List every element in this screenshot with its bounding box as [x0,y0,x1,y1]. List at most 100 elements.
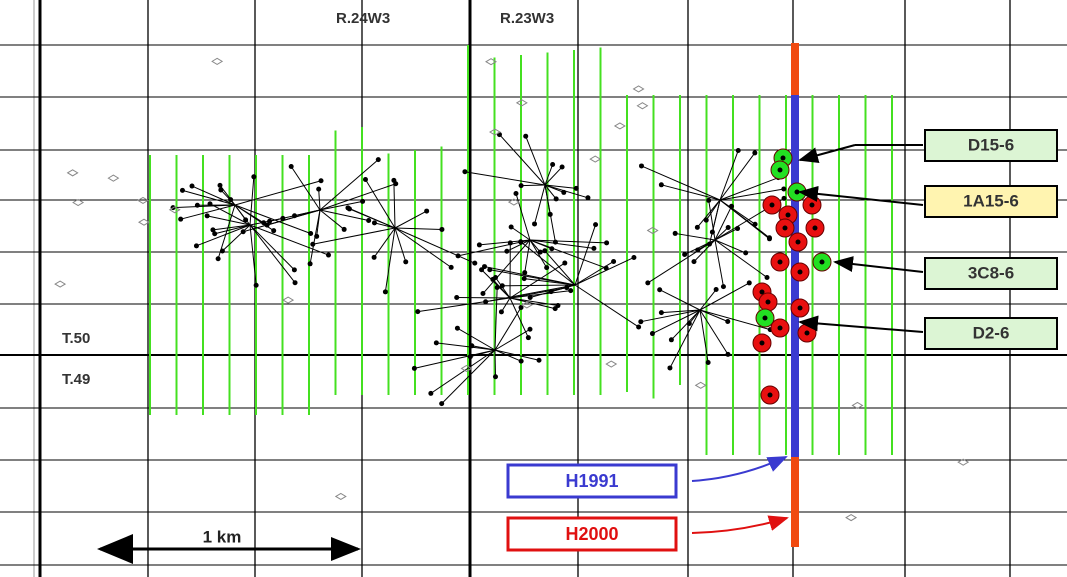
well-bottom [564,285,570,291]
well-path [534,184,546,225]
well-symbol [489,128,501,136]
well-center [762,315,768,321]
well-bottom [366,218,372,224]
well-symbol [334,492,347,501]
well-path [249,224,257,286]
well-path [675,232,716,241]
well-center [804,330,810,336]
well-path [509,297,559,307]
well-bottom [523,133,529,139]
well-path [696,199,721,228]
well-bottom [691,259,697,265]
well-path [495,277,511,299]
well-path [719,152,756,201]
well-symbol [66,169,79,177]
well-path [574,224,597,286]
well-bottom [672,230,678,236]
well-bottom [527,326,533,332]
well-path [457,327,496,351]
well-path [671,309,701,341]
well-bottom [454,294,460,300]
well-path [529,239,548,268]
well-path [714,239,768,278]
well-bottom [542,248,548,254]
well-path [647,239,716,284]
well-bottom [645,280,651,286]
well-path [464,171,546,186]
well-bottom [536,357,542,363]
well-path [290,166,321,211]
well-bottom [735,147,741,153]
well-bottom [743,250,749,256]
well-path [319,183,396,211]
well-path [719,188,784,201]
well-path [457,239,531,257]
scale-label: 1 km [203,527,242,546]
well-path [494,307,522,351]
well-bottom [746,280,752,286]
horizontal-wells [752,148,832,405]
well-path [719,199,756,225]
well-path [699,309,771,331]
well-bottom [706,241,712,247]
well-bottom [752,150,758,156]
well-path [529,239,552,250]
well-path [574,261,614,286]
well-path [714,239,746,254]
well-bottom [658,182,664,188]
well-center [759,340,765,346]
well-bottom [179,187,185,193]
well-path [394,227,407,262]
range-label: R.24W3 [336,10,390,27]
well-bottom [713,287,719,293]
well-bottom [498,309,504,315]
well-path [365,179,396,229]
well-bottom [467,354,473,360]
well-bottom [525,335,531,341]
well-path [640,309,701,323]
well-bottom [194,202,200,208]
well-bottom [454,325,460,331]
well-bottom [253,282,259,288]
well-bottom [781,186,787,192]
well-path [482,239,531,294]
township-label: T.49 [62,371,90,388]
well-symbol [54,280,67,288]
well-path [212,224,251,231]
well-symbol [605,360,618,368]
well-bottom [219,248,225,254]
well-bottom [480,291,486,297]
well-path [441,349,496,404]
well-path [494,328,531,351]
well-bottom [593,222,599,228]
well-bottom [573,185,579,191]
well-bottom [636,324,642,330]
well-bottom [428,390,434,396]
well-bottom [703,217,709,223]
well-path [494,349,540,361]
range-label: R.23W3 [500,10,554,27]
well-bottom [415,309,421,315]
well-path [309,209,321,264]
well-path [509,297,529,338]
well-label: 3C8-6 [968,263,1014,282]
well-bottom [706,197,712,203]
well-path [347,207,396,229]
well-path [182,189,236,206]
well-center [797,269,803,275]
well-center [765,299,771,305]
well-bottom [472,260,478,266]
well-symbol [211,57,224,65]
well-bottom [591,245,597,251]
well-bottom [310,241,316,247]
well-bottom [682,251,688,257]
well-path [501,297,511,313]
well-center [767,392,773,398]
well-bottom [271,228,277,234]
well-path [318,189,321,211]
well-bottom [604,240,610,246]
well-bottom [725,351,731,357]
well-path [544,184,577,189]
